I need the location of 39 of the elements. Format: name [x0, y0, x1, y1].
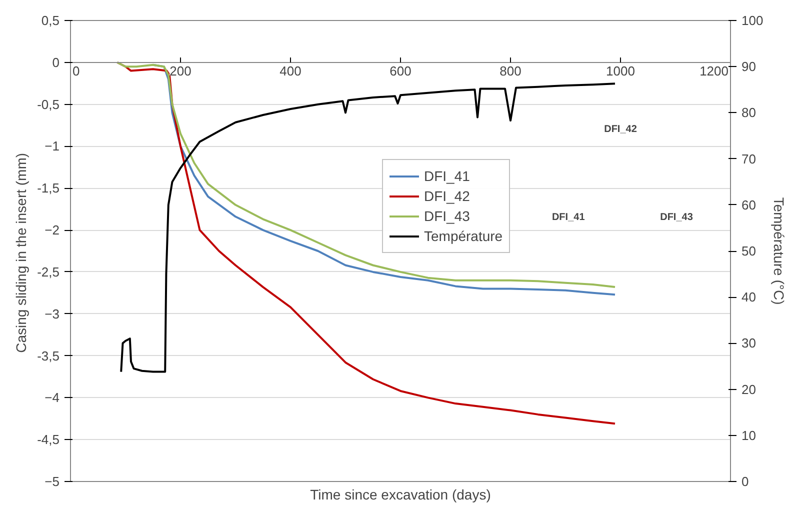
y2-tick-label: 40	[742, 290, 756, 305]
y2-tick-label: 100	[742, 13, 764, 28]
y-tick-label: -2,5	[37, 264, 60, 280]
y-tick-label: −5	[44, 474, 60, 489]
y-tick-label: -3,5	[37, 348, 60, 364]
y2-tick-label: 30	[742, 336, 756, 351]
x-tick-label: 1000	[606, 63, 635, 78]
y2-tick-label: 80	[742, 105, 756, 120]
x-tick-label: 800	[500, 63, 522, 78]
y-tick-label: -4,5	[37, 432, 60, 448]
y-axis-title: Casing sliding in the insert (mm)	[13, 152, 30, 353]
annotation: DFI_43	[660, 212, 694, 223]
y2-axis-title: Température (°C)	[771, 197, 788, 305]
y-tick-label: -0,5	[37, 96, 60, 112]
y-tick-label: −4	[44, 390, 60, 406]
y2-tick-label: 70	[742, 151, 756, 166]
x-tick-label: 400	[280, 63, 302, 78]
x-tick-label: 1200	[700, 63, 728, 78]
y-tick-label: -1,5	[37, 180, 60, 196]
x-axis-title: Time since excavation (days)	[310, 486, 491, 502]
y2-tick-label: 20	[742, 382, 756, 397]
annotation: DFI_42	[604, 124, 638, 135]
y2-tick-label: 60	[742, 197, 756, 212]
x-tick-label: 200	[170, 63, 192, 78]
y2-tick-label: 0	[742, 474, 749, 489]
y2-tick-label: 90	[742, 59, 756, 74]
legend-label: DFI_41	[424, 167, 470, 185]
x-tick-label: 0	[72, 63, 80, 78]
y-tick-label: −1	[44, 138, 60, 154]
y-tick-label: −3	[44, 306, 60, 322]
y-tick-label: 0,5	[41, 13, 60, 28]
annotation: DFI_41	[552, 212, 586, 223]
legend-label: DFI_43	[424, 207, 470, 225]
y2-tick-label: 10	[742, 428, 756, 443]
y-tick-label: −2	[44, 222, 60, 238]
legend-label: DFI_42	[424, 187, 470, 205]
legend-label: Température	[424, 227, 503, 245]
y2-tick-label: 50	[742, 244, 756, 258]
x-tick-label: 600	[390, 63, 412, 78]
